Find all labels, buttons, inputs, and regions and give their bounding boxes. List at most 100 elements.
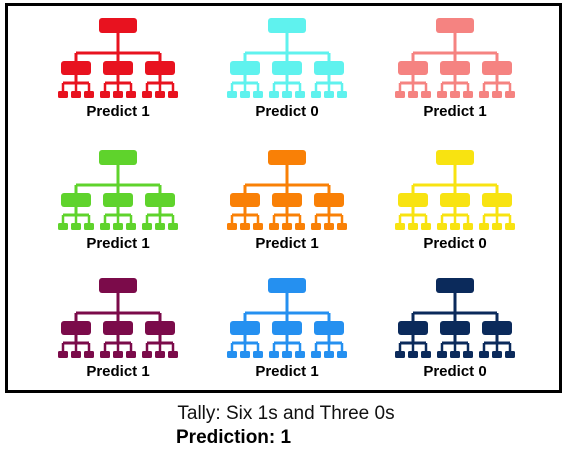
tree-leaf-node <box>168 91 178 98</box>
tree-leaf-node <box>295 223 305 230</box>
decision-tree-icon <box>395 278 515 358</box>
decision-tree-icon <box>58 150 178 230</box>
tree-cell: Predict 1 <box>38 147 198 267</box>
tree-leaf-node <box>155 223 165 230</box>
tree-leaf-node <box>463 351 473 358</box>
tree-leaf-node <box>437 91 447 98</box>
tree-root-node <box>268 278 306 293</box>
tree-leaf-node <box>450 351 460 358</box>
tree-leaf-node <box>58 91 68 98</box>
tree-internal-node <box>103 61 133 75</box>
tree-leaf-node <box>100 351 110 358</box>
tree-leaf-node <box>505 351 515 358</box>
tree-leaf-node <box>84 91 94 98</box>
tree-leaf-node <box>240 351 250 358</box>
tree-internal-node <box>61 193 91 207</box>
tree-leaf-node <box>113 91 123 98</box>
tree-leaf-node <box>71 91 81 98</box>
tree-root-node <box>436 150 474 165</box>
tree-leaf-node <box>337 223 347 230</box>
tree-leaf-node <box>142 351 152 358</box>
tree-internal-node <box>103 321 133 335</box>
tree-leaf-node <box>269 223 279 230</box>
tree-cell: Predict 1 <box>38 275 198 395</box>
tree-leaf-node <box>227 351 237 358</box>
tree-internal-node <box>61 321 91 335</box>
tree-prediction-label: Predict 0 <box>423 235 487 252</box>
tree-root-node <box>268 150 306 165</box>
tree-leaf-node <box>421 91 431 98</box>
tree-cell: Predict 1 <box>207 147 367 267</box>
trees-frame: Predict 1 Predict 0 Predict 1 Predict 1 … <box>5 3 562 393</box>
tree-internal-node <box>440 321 470 335</box>
tree-leaf-node <box>227 223 237 230</box>
tree-internal-node <box>398 61 428 75</box>
tree-leaf-node <box>113 223 123 230</box>
tree-leaf-node <box>311 91 321 98</box>
tree-leaf-node <box>324 351 334 358</box>
tree-leaf-node <box>58 223 68 230</box>
tree-cell: Predict 0 <box>375 147 535 267</box>
tree-leaf-node <box>324 91 334 98</box>
tree-leaf-node <box>437 223 447 230</box>
tree-root-node <box>99 150 137 165</box>
tree-internal-node <box>314 61 344 75</box>
tree-internal-node <box>482 321 512 335</box>
tree-cell: Predict 0 <box>207 15 367 135</box>
tree-leaf-node <box>463 223 473 230</box>
tree-leaf-node <box>337 351 347 358</box>
tree-cell: Predict 1 <box>207 275 367 395</box>
tree-leaf-node <box>395 223 405 230</box>
tree-leaf-node <box>408 91 418 98</box>
tree-prediction-label: Predict 0 <box>255 103 319 120</box>
tree-leaf-node <box>479 223 489 230</box>
tree-leaf-node <box>155 91 165 98</box>
tree-leaf-node <box>282 91 292 98</box>
tree-leaf-node <box>505 91 515 98</box>
decision-tree-icon <box>58 278 178 358</box>
tree-root-node <box>99 278 137 293</box>
tree-internal-node <box>145 193 175 207</box>
tree-leaf-node <box>408 223 418 230</box>
tree-internal-node <box>61 61 91 75</box>
tree-internal-node <box>230 321 260 335</box>
tree-leaf-node <box>282 351 292 358</box>
decision-tree-icon <box>58 18 178 98</box>
tree-internal-node <box>314 193 344 207</box>
tree-root-node <box>99 18 137 33</box>
tree-leaf-node <box>253 351 263 358</box>
tree-leaf-node <box>240 223 250 230</box>
tree-internal-node <box>398 193 428 207</box>
tree-leaf-node <box>71 223 81 230</box>
tree-leaf-node <box>269 91 279 98</box>
decision-tree-icon <box>395 18 515 98</box>
tree-leaf-node <box>269 351 279 358</box>
tree-internal-node <box>272 61 302 75</box>
decision-tree-icon <box>395 150 515 230</box>
tree-leaf-node <box>450 223 460 230</box>
tree-leaf-node <box>58 351 68 358</box>
tree-leaf-node <box>100 223 110 230</box>
tree-leaf-node <box>126 91 136 98</box>
tree-leaf-node <box>253 223 263 230</box>
tree-leaf-node <box>126 351 136 358</box>
tree-cell: Predict 1 <box>375 15 535 135</box>
tree-internal-node <box>314 321 344 335</box>
tree-leaf-node <box>295 351 305 358</box>
tree-internal-node <box>230 61 260 75</box>
tree-internal-node <box>272 321 302 335</box>
tree-internal-node <box>440 193 470 207</box>
tree-internal-node <box>230 193 260 207</box>
tree-leaf-node <box>492 351 502 358</box>
tree-root-node <box>268 18 306 33</box>
tree-leaf-node <box>126 223 136 230</box>
tree-internal-node <box>145 61 175 75</box>
tree-leaf-node <box>142 91 152 98</box>
tree-prediction-label: Predict 1 <box>86 363 150 380</box>
tree-leaf-node <box>450 91 460 98</box>
tree-leaf-node <box>421 351 431 358</box>
tree-leaf-node <box>240 91 250 98</box>
tree-prediction-label: Predict 1 <box>86 235 150 252</box>
tree-internal-node <box>440 61 470 75</box>
tally-text: Tally: Six 1s and Three 0s <box>177 403 395 424</box>
